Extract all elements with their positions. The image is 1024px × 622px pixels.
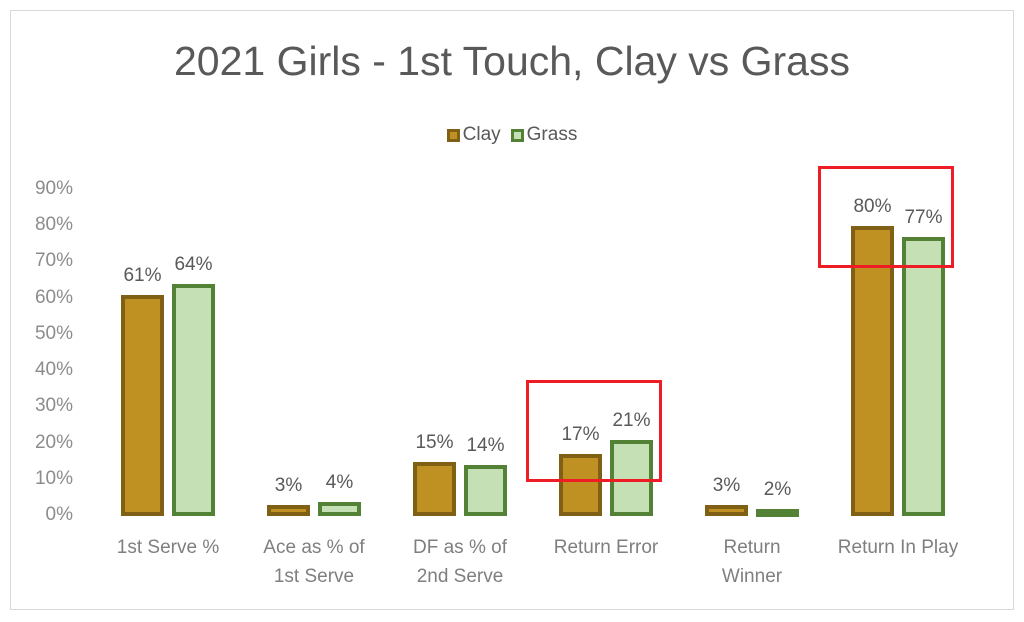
data-label: 14% [466, 435, 505, 457]
highlight-box [526, 379, 662, 482]
x-axis-label: DF as % of 2nd Serve [413, 537, 507, 587]
bar-clay [705, 505, 748, 516]
x-axis-label: Ace as % of 1st Serve [263, 537, 365, 587]
data-label: 3% [712, 475, 741, 497]
y-tick-label: 20% [34, 431, 73, 453]
data-label: 77% [904, 207, 943, 229]
y-tick-label: 40% [34, 359, 73, 381]
legend-item-clay: Clay [446, 124, 501, 146]
x-axis-label: Return Error [553, 537, 659, 558]
highlight-box [818, 166, 954, 269]
bar-clay [851, 226, 894, 516]
legend: Clay Grass [0, 124, 1024, 146]
data-label: 3% [274, 475, 303, 497]
data-label: 2% [763, 478, 792, 500]
bar-clay [121, 295, 164, 516]
bar-grass [756, 508, 799, 517]
legend-label: Grass [526, 124, 578, 145]
y-tick-label: 10% [34, 467, 73, 489]
bar-grass [610, 439, 653, 516]
data-label: 61% [123, 265, 162, 287]
y-tick-label: 0% [45, 504, 73, 525]
grass-swatch-icon [510, 128, 524, 142]
x-axis-label: 1st Serve % [116, 537, 220, 558]
y-tick-label: 60% [34, 286, 73, 308]
legend-label: Clay [462, 124, 501, 145]
y-tick-label: 70% [34, 250, 73, 272]
bar-grass [172, 284, 215, 516]
data-label: 64% [174, 254, 213, 276]
bar-grass [902, 237, 945, 516]
y-tick-label: 90% [34, 178, 73, 199]
data-label: 4% [325, 471, 354, 493]
bar-grass [464, 465, 507, 516]
x-axis-label: Return Winner [721, 537, 783, 587]
data-label: 17% [561, 424, 600, 446]
bar-clay [267, 505, 310, 516]
data-label: 80% [853, 196, 892, 218]
chart-title: 2021 Girls - 1st Touch, Clay vs Grass [174, 38, 850, 84]
data-label: 21% [612, 409, 651, 431]
legend-item-grass: Grass [510, 124, 578, 146]
y-tick-label: 30% [34, 395, 73, 417]
y-tick-label: 50% [34, 322, 73, 344]
y-tick-label: 80% [34, 214, 73, 236]
clay-swatch-icon [446, 128, 460, 142]
bar-clay [559, 454, 602, 516]
bar-clay [413, 461, 456, 516]
bar-grass [318, 501, 361, 516]
data-label: 15% [415, 431, 454, 453]
x-axis-label: Return In Play [837, 537, 959, 558]
